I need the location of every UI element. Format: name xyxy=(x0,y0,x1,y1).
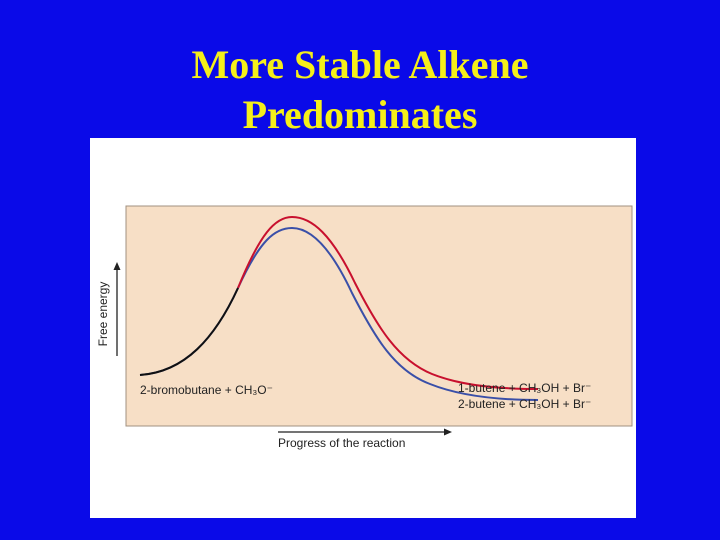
curve-1-butene xyxy=(237,215,539,390)
y-axis-arrowhead xyxy=(113,262,121,270)
y-axis-label: Free energy xyxy=(96,282,110,347)
x-axis-label: Progress of the reaction xyxy=(278,436,405,450)
plot-area xyxy=(125,205,633,427)
curve-reactant-segment xyxy=(139,287,239,376)
energy-diagram: Free energy Progress of the reaction 2-b… xyxy=(96,205,633,450)
slide-title: More Stable Alkene Predominates xyxy=(0,40,720,140)
x-axis-arrowhead xyxy=(444,428,452,436)
slide-title-line-1: More Stable Alkene xyxy=(191,42,529,87)
reactant-label: 2-bromobutane + CH₃O⁻ xyxy=(140,383,273,397)
figure-panel: Free energy Progress of the reaction 2-b… xyxy=(90,138,636,518)
product-2-butene-label: 2-butene + CH₃OH + Br⁻ xyxy=(458,397,591,411)
product-1-butene-label: 1-butene + CH₃OH + Br⁻ xyxy=(458,381,591,395)
slide-title-line-2: Predominates xyxy=(242,92,478,137)
